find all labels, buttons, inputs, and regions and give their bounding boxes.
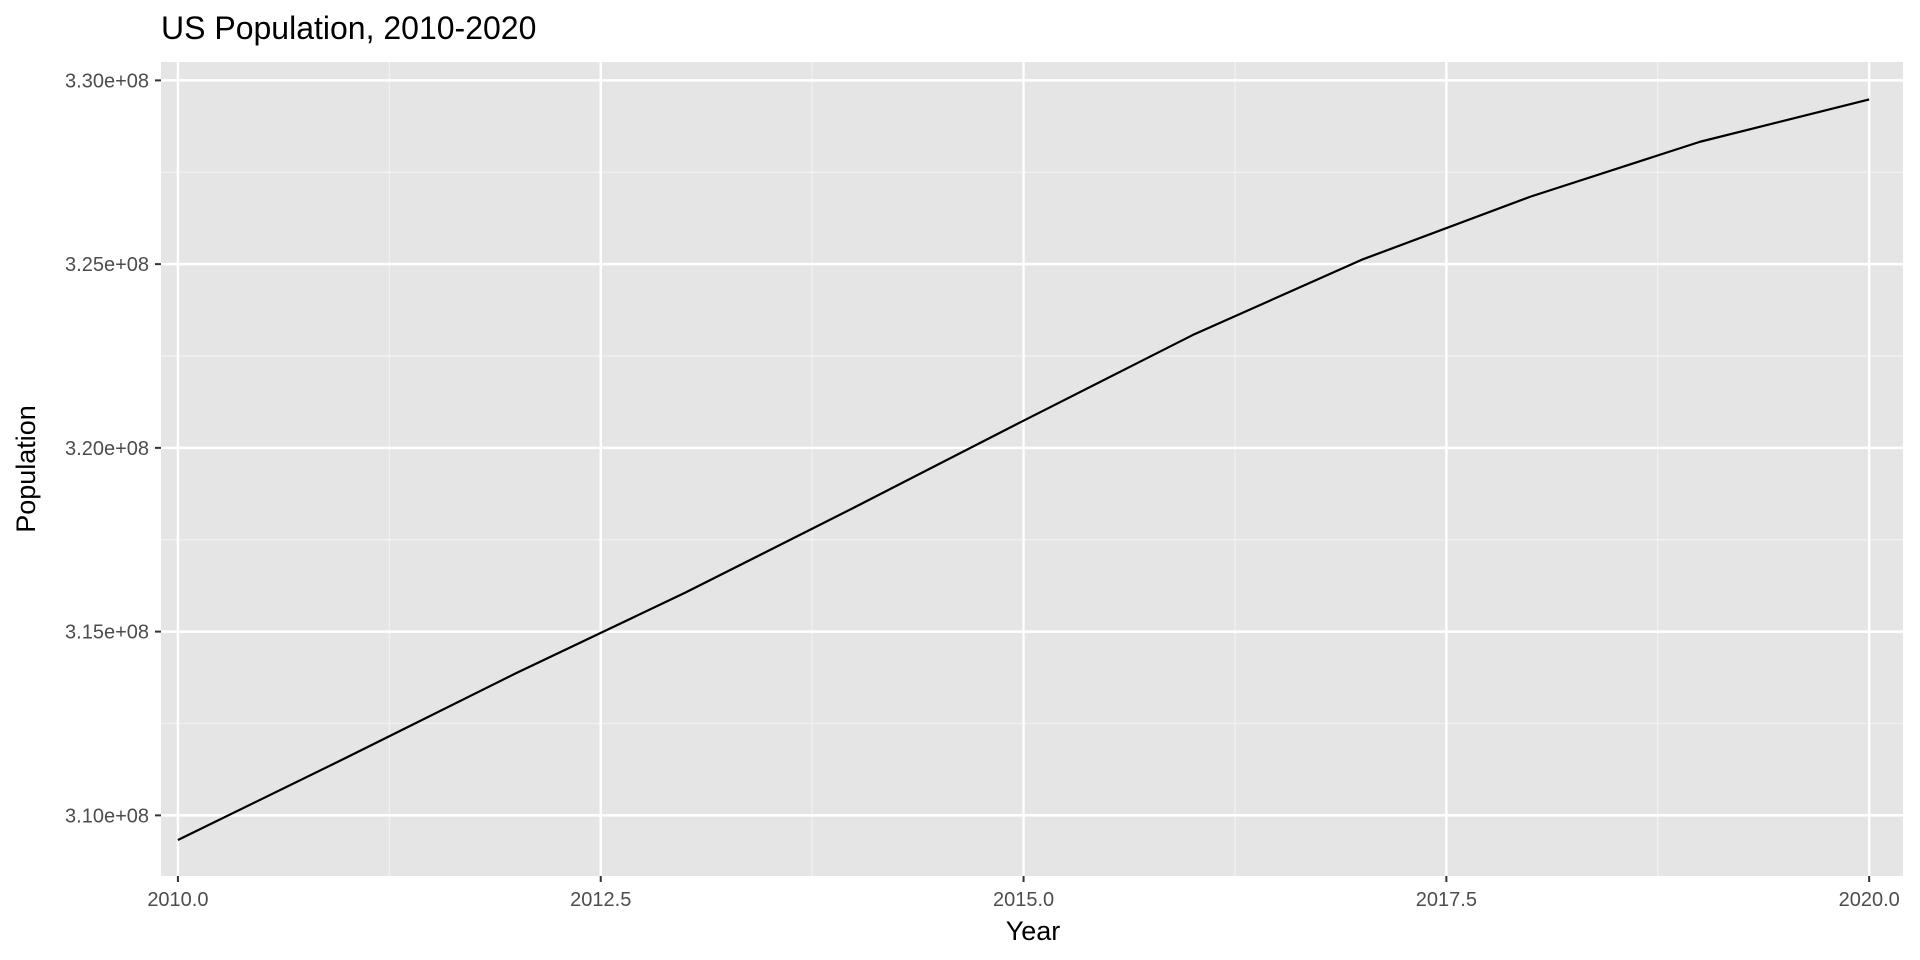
x-tick-label: 2020.0 (1839, 889, 1900, 911)
y-axis: 3.10e+08 3.15e+08 3.20e+08 3.25e+08 3.30e+08 (65, 70, 161, 827)
population-series-line (177, 98, 1870, 841)
chart-title: US Population, 2010-2020 (161, 10, 536, 46)
major-gridlines (161, 62, 1903, 876)
plot-panel (161, 62, 1903, 876)
y-tick-label: 3.15e+08 (65, 622, 149, 644)
x-axis: 2010.0 2012.5 2015.0 2017.5 2020.0 (147, 876, 1900, 911)
x-axis-title: Year (1006, 916, 1061, 946)
x-tick-label: 2010.0 (147, 889, 208, 911)
y-tick-label: 3.30e+08 (65, 70, 149, 92)
series-layer (177, 98, 1870, 841)
y-tick-label: 3.25e+08 (65, 254, 149, 276)
y-tick-label: 3.10e+08 (65, 805, 149, 827)
x-tick-label: 2015.0 (993, 889, 1054, 911)
y-axis-title: Population (11, 405, 41, 533)
x-tick-label: 2017.5 (1416, 889, 1477, 911)
minor-gridlines (161, 62, 1903, 876)
x-tick-label: 2012.5 (570, 889, 631, 911)
y-tick-label: 3.20e+08 (65, 438, 149, 460)
